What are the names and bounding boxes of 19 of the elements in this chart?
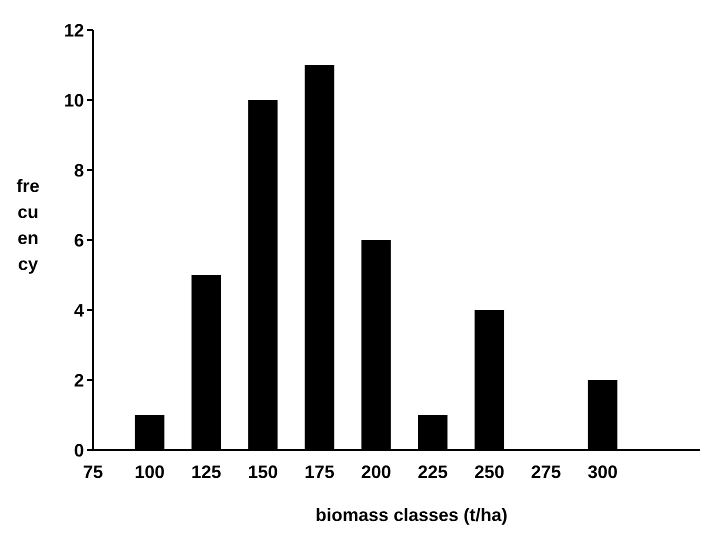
x-tick-label: 150	[248, 462, 278, 482]
y-tick-label: 4	[74, 300, 84, 320]
x-tick-label: 275	[530, 462, 562, 482]
x-tick-label: 300	[588, 462, 618, 482]
x-axis-title: biomass classes (t/ha)	[315, 505, 508, 525]
x-tick-label: 125	[191, 462, 222, 482]
y-tick-label: 12	[64, 20, 84, 40]
y-tick-label: 0	[74, 440, 84, 460]
x-tick-label: 250	[474, 462, 504, 482]
x-tick-label: 175	[304, 462, 335, 482]
y-tick-label: 10	[64, 90, 84, 110]
x-tick-label: 225	[418, 462, 448, 482]
y-axis-title: fre cu en cy	[16, 176, 40, 274]
x-tick-label: 75	[82, 462, 104, 482]
y-tick-label: 6	[74, 230, 84, 250]
y-tick-label: 8	[74, 160, 84, 180]
x-tick-label: 100	[134, 462, 165, 482]
x-tick-label: 200	[361, 462, 392, 482]
y-tick-label: 2	[74, 370, 84, 390]
